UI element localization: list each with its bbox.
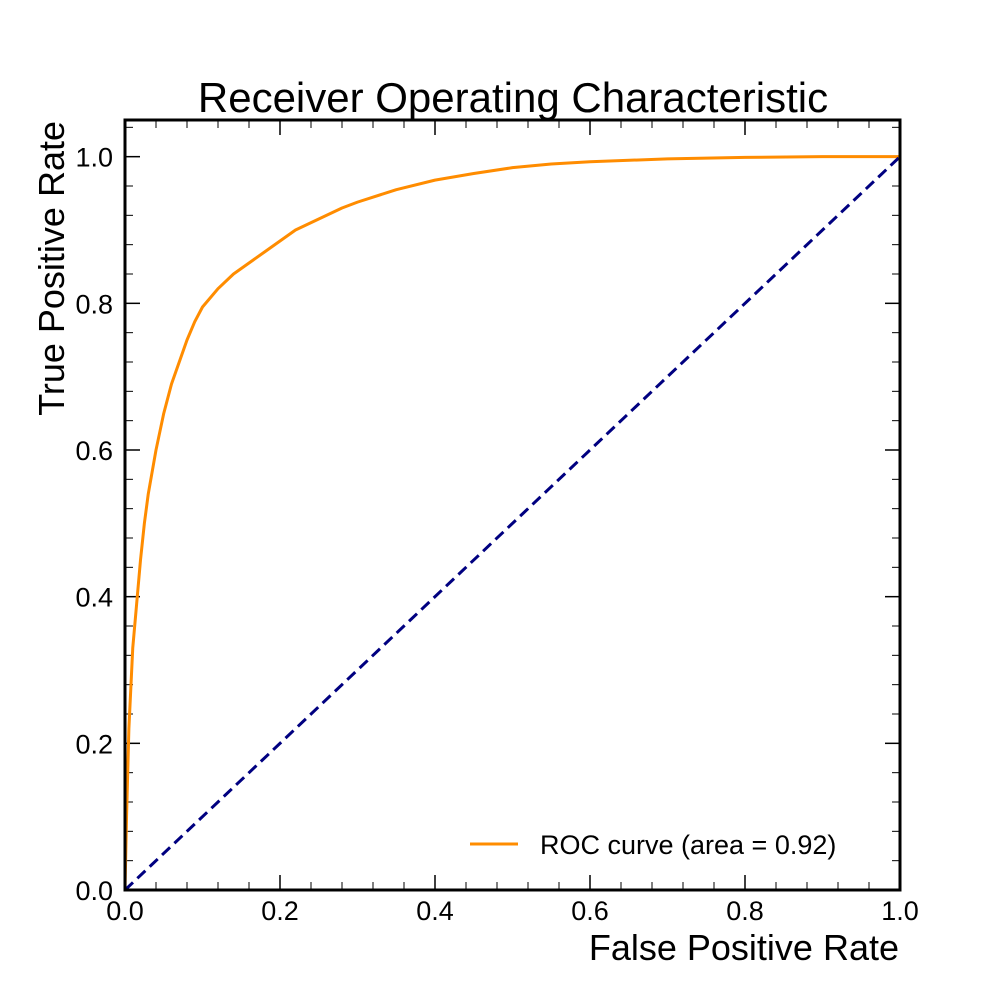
x-tick-label: 0.4 bbox=[416, 896, 454, 926]
x-tick-label: 0.6 bbox=[571, 896, 609, 926]
chart-title: Receiver Operating Characteristic bbox=[198, 74, 828, 121]
x-tick-label: 0.0 bbox=[106, 896, 144, 926]
y-axis-label: True Positive Rate bbox=[31, 121, 72, 416]
y-tick-label: 0.4 bbox=[75, 583, 113, 613]
x-tick-label: 0.2 bbox=[261, 896, 299, 926]
plot-lines bbox=[123, 155, 902, 892]
axis-ticks: 0.0 0.2 0.4 0.6 0.8 1.0 0.0 0.2 0.4 0.6 0.8 1.0 bbox=[75, 120, 919, 926]
y-tick-label: 0.8 bbox=[75, 289, 113, 319]
x-axis-label: False Positive Rate bbox=[589, 927, 899, 968]
chance-diagonal-line bbox=[123, 155, 902, 892]
y-tick-label: 0.0 bbox=[75, 876, 113, 906]
legend: ROC curve (area = 0.92) bbox=[470, 830, 836, 860]
plot-frame bbox=[123, 118, 902, 892]
x-tick-label: 0.8 bbox=[726, 896, 764, 926]
y-tick-label: 1.0 bbox=[75, 143, 113, 173]
y-tick-label: 0.2 bbox=[75, 729, 113, 759]
roc-curve-line bbox=[123, 155, 902, 892]
x-tick-label: 1.0 bbox=[881, 896, 919, 926]
legend-label: ROC curve (area = 0.92) bbox=[540, 830, 836, 860]
y-tick-label: 0.6 bbox=[75, 436, 113, 466]
